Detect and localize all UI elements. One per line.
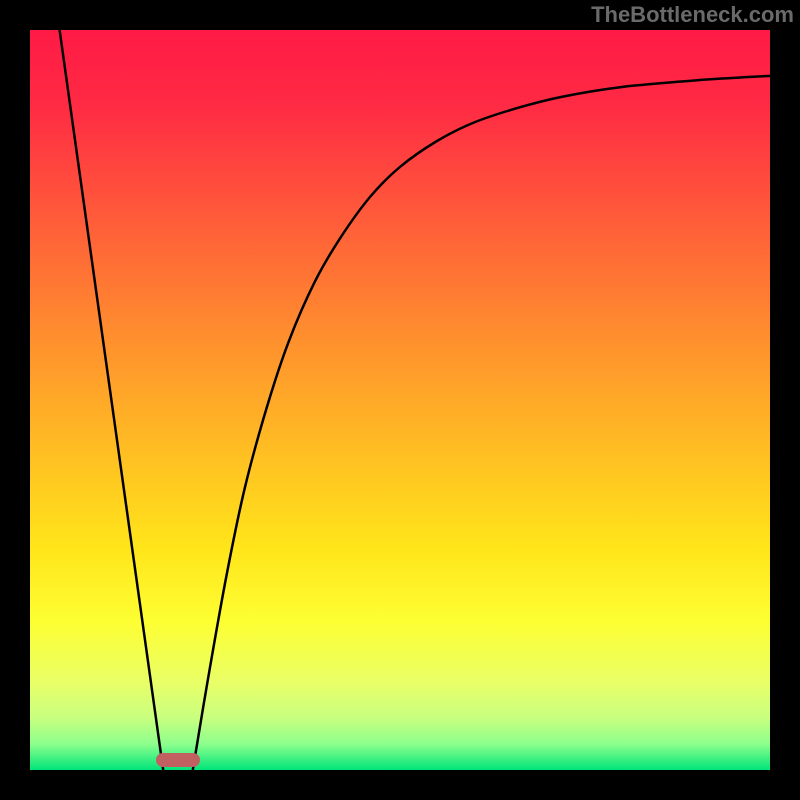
gradient-background (30, 30, 770, 770)
watermark-text: TheBottleneck.com (591, 2, 794, 28)
chart-container: { "watermark": { "text": "TheBottleneck.… (0, 0, 800, 800)
bottleneck-curve-chart (0, 0, 800, 800)
optimal-marker (156, 753, 200, 767)
